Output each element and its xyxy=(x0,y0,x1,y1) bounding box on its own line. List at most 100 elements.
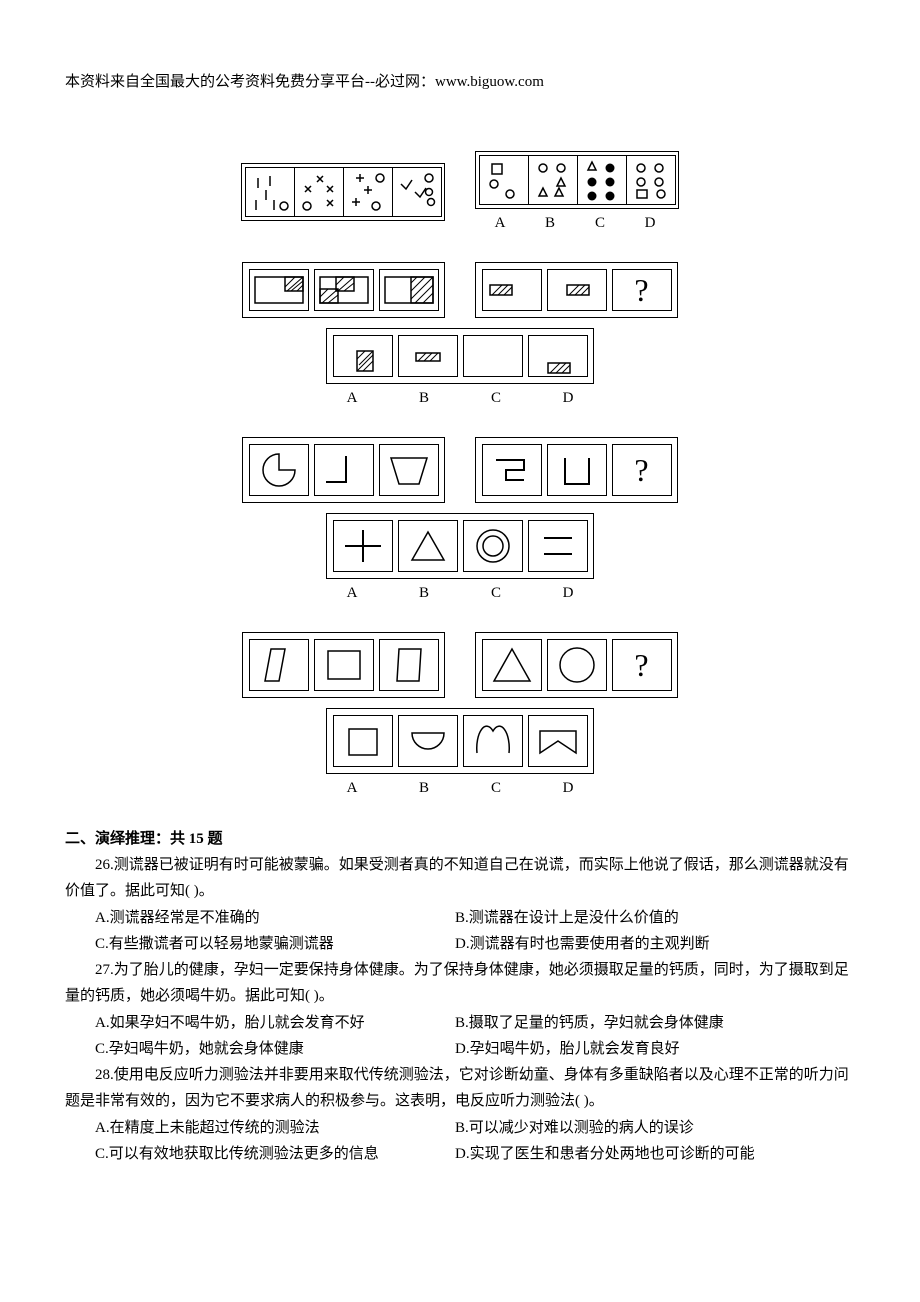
p2-l1 xyxy=(249,269,309,311)
puzzle-2-labels: A B C D xyxy=(316,390,604,407)
q26-options-row1: A.测谎器经常是不准确的 B.测谎器在设计上是没什么价值的 xyxy=(95,905,855,931)
puzzle-3-right-group: ? xyxy=(475,437,678,503)
p3-r3: ? xyxy=(612,444,672,496)
page: 本资料来自全国最大的公考资料免费分享平台--必过网：www.biguow.com xyxy=(0,0,920,1207)
p3-l1 xyxy=(249,444,309,496)
q26-opt-b: B.测谎器在设计上是没什么价值的 xyxy=(455,905,855,931)
label-c: C xyxy=(575,215,625,232)
label-a: A xyxy=(316,390,388,407)
cell-opt-c xyxy=(577,155,627,205)
cell-bars xyxy=(245,167,295,217)
p4-l3 xyxy=(379,639,439,691)
puzzle-3-top-row: ? xyxy=(242,437,678,503)
q28-opt-d: D.实现了医生和患者分处两地也可诊断的可能 xyxy=(455,1141,855,1167)
section-2-title: 二、演绎推理：共 15 题 xyxy=(65,827,855,848)
label-d: D xyxy=(532,780,604,797)
p3-opt-b xyxy=(398,520,458,572)
label-a: A xyxy=(316,780,388,797)
label-d: D xyxy=(532,585,604,602)
puzzle-1-labels: A B C D xyxy=(475,215,679,232)
label-b: B xyxy=(388,390,460,407)
question-mark-icon: ? xyxy=(634,272,648,309)
p2-r2 xyxy=(547,269,607,311)
p4-opt-b xyxy=(398,715,458,767)
puzzle-4: ? A B C D xyxy=(65,632,855,797)
p2-opt-c xyxy=(463,335,523,377)
p4-r3: ? xyxy=(612,639,672,691)
puzzle-2-left-group xyxy=(242,262,445,318)
puzzle-4-labels: A B C D xyxy=(316,780,604,797)
puzzle-1-right-wrap: A B C D xyxy=(475,151,679,232)
p3-r2 xyxy=(547,444,607,496)
label-c: C xyxy=(460,780,532,797)
puzzle-1: A B C D xyxy=(65,151,855,232)
p2-l2 xyxy=(314,269,374,311)
q26-stem: 26.测谎器已被证明有时可能被蒙骗。如果受测者真的不知道自己在说谎，而实际上他说… xyxy=(65,852,855,905)
p3-opt-d xyxy=(528,520,588,572)
puzzle-2-top-row: ? xyxy=(242,262,678,318)
cell-check xyxy=(392,167,442,217)
cell-x xyxy=(294,167,344,217)
p2-opt-a xyxy=(333,335,393,377)
p2-r1 xyxy=(482,269,542,311)
p3-opt-a xyxy=(333,520,393,572)
header-text: 本资料来自全国最大的公考资料免费分享平台--必过网：www.biguow.com xyxy=(65,70,855,91)
q26-opt-c: C.有些撒谎者可以轻易地蒙骗测谎器 xyxy=(95,931,455,957)
cell-plus xyxy=(343,167,393,217)
puzzle-3-options xyxy=(326,513,594,579)
q28-opt-a: A.在精度上未能超过传统的测验法 xyxy=(95,1115,455,1141)
p4-l2 xyxy=(314,639,374,691)
puzzle-2-options xyxy=(326,328,594,384)
q28-options-row2: C.可以有效地获取比传统测验法更多的信息 D.实现了医生和患者分处两地也可诊断的… xyxy=(95,1141,855,1167)
cell-opt-b xyxy=(528,155,578,205)
q28-opt-b: B.可以减少对难以测验的病人的误诊 xyxy=(455,1115,855,1141)
p3-opt-c xyxy=(463,520,523,572)
p4-r1 xyxy=(482,639,542,691)
p4-r2 xyxy=(547,639,607,691)
puzzle-2-right-group: ? xyxy=(475,262,678,318)
q27-options-row2: C.孕妇喝牛奶，她就会身体健康 D.孕妇喝牛奶，胎儿就会发育良好 xyxy=(95,1036,855,1062)
q27-options-row1: A.如果孕妇不喝牛奶，胎儿就会发育不好 B.摄取了足量的钙质，孕妇就会身体健康 xyxy=(95,1010,855,1036)
p2-l3 xyxy=(379,269,439,311)
label-d: D xyxy=(625,215,675,232)
puzzle-4-options xyxy=(326,708,594,774)
p4-l1 xyxy=(249,639,309,691)
cell-opt-d xyxy=(626,155,676,205)
q27-opt-d: D.孕妇喝牛奶，胎儿就会发育良好 xyxy=(455,1036,855,1062)
p3-l2 xyxy=(314,444,374,496)
puzzle-4-left-group xyxy=(242,632,445,698)
label-c: C xyxy=(460,390,532,407)
p4-opt-a xyxy=(333,715,393,767)
q28-options-row1: A.在精度上未能超过传统的测验法 B.可以减少对难以测验的病人的误诊 xyxy=(95,1115,855,1141)
p2-opt-b xyxy=(398,335,458,377)
q26-opt-d: D.测谎器有时也需要使用者的主观判断 xyxy=(455,931,855,957)
puzzle-1-left-group xyxy=(241,163,445,221)
label-a: A xyxy=(475,215,525,232)
p3-r1 xyxy=(482,444,542,496)
q27-opt-b: B.摄取了足量的钙质，孕妇就会身体健康 xyxy=(455,1010,855,1036)
puzzle-2: ? A B C D xyxy=(65,262,855,407)
p4-opt-c xyxy=(463,715,523,767)
label-c: C xyxy=(460,585,532,602)
q26-options-row2: C.有些撒谎者可以轻易地蒙骗测谎器 D.测谎器有时也需要使用者的主观判断 xyxy=(95,931,855,957)
puzzle-3-left-group xyxy=(242,437,445,503)
q27-stem: 27.为了胎儿的健康，孕妇一定要保持身体健康。为了保持身体健康，她必须摄取足量的… xyxy=(65,957,855,1010)
puzzle-3: ? A B C D xyxy=(65,437,855,602)
q26-opt-a: A.测谎器经常是不准确的 xyxy=(95,905,455,931)
label-a: A xyxy=(316,585,388,602)
question-mark-icon: ? xyxy=(634,452,648,489)
label-d: D xyxy=(532,390,604,407)
puzzle-4-right-group: ? xyxy=(475,632,678,698)
label-b: B xyxy=(388,585,460,602)
q28-opt-c: C.可以有效地获取比传统测验法更多的信息 xyxy=(95,1141,455,1167)
puzzle-1-row: A B C D xyxy=(241,151,679,232)
label-b: B xyxy=(525,215,575,232)
p2-opt-d xyxy=(528,335,588,377)
question-mark-icon: ? xyxy=(634,647,648,684)
puzzle-4-top-row: ? xyxy=(242,632,678,698)
q27-opt-c: C.孕妇喝牛奶，她就会身体健康 xyxy=(95,1036,455,1062)
puzzle-3-labels: A B C D xyxy=(316,585,604,602)
q27-opt-a: A.如果孕妇不喝牛奶，胎儿就会发育不好 xyxy=(95,1010,455,1036)
q28-stem: 28.使用电反应听力测验法并非要用来取代传统测验法，它对诊断幼童、身体有多重缺陷… xyxy=(65,1062,855,1115)
cell-opt-a xyxy=(479,155,529,205)
